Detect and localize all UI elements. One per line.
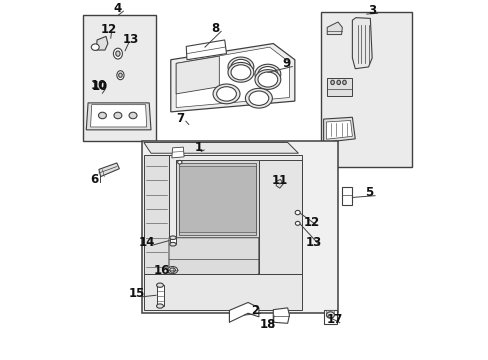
Polygon shape <box>170 44 294 112</box>
Text: 11: 11 <box>271 174 287 187</box>
Text: 17: 17 <box>325 313 342 326</box>
Polygon shape <box>326 310 334 315</box>
Polygon shape <box>142 141 337 313</box>
Ellipse shape <box>295 221 300 225</box>
Ellipse shape <box>167 266 177 274</box>
Polygon shape <box>86 103 151 130</box>
Ellipse shape <box>326 312 334 318</box>
Polygon shape <box>326 78 352 96</box>
Ellipse shape <box>245 88 272 108</box>
Polygon shape <box>143 143 298 153</box>
Polygon shape <box>157 285 163 306</box>
Polygon shape <box>276 180 283 188</box>
Ellipse shape <box>98 112 106 119</box>
Ellipse shape <box>169 242 176 246</box>
Ellipse shape <box>336 80 340 85</box>
Polygon shape <box>169 238 176 244</box>
Text: 4: 4 <box>114 2 122 15</box>
Ellipse shape <box>117 71 124 80</box>
Text: 5: 5 <box>365 186 373 199</box>
Bar <box>321 12 411 167</box>
Ellipse shape <box>113 48 122 59</box>
Polygon shape <box>323 310 337 324</box>
Polygon shape <box>171 147 183 158</box>
Text: 10: 10 <box>91 80 107 93</box>
Ellipse shape <box>91 44 99 50</box>
Polygon shape <box>169 155 302 274</box>
Polygon shape <box>273 308 289 323</box>
Ellipse shape <box>254 64 280 84</box>
Polygon shape <box>176 56 219 94</box>
Ellipse shape <box>258 72 277 87</box>
Ellipse shape <box>116 51 120 56</box>
Text: 16: 16 <box>153 264 170 276</box>
Ellipse shape <box>177 161 182 164</box>
Polygon shape <box>176 161 258 238</box>
Text: 12: 12 <box>303 216 319 229</box>
Ellipse shape <box>342 80 346 85</box>
Ellipse shape <box>330 80 334 85</box>
Text: 8: 8 <box>211 22 220 35</box>
Polygon shape <box>326 121 352 139</box>
Bar <box>82 15 156 141</box>
Polygon shape <box>352 18 371 69</box>
Polygon shape <box>323 117 354 143</box>
Ellipse shape <box>169 236 176 239</box>
Polygon shape <box>179 163 256 235</box>
Polygon shape <box>169 238 258 288</box>
Text: 6: 6 <box>90 173 98 186</box>
Polygon shape <box>143 274 302 310</box>
Text: 13: 13 <box>123 33 139 46</box>
Ellipse shape <box>129 112 137 119</box>
Ellipse shape <box>258 67 277 82</box>
Ellipse shape <box>227 57 253 77</box>
Text: 3: 3 <box>367 4 375 17</box>
Ellipse shape <box>114 112 122 119</box>
Polygon shape <box>90 105 146 127</box>
Ellipse shape <box>169 268 175 272</box>
Text: 10: 10 <box>91 80 107 93</box>
Ellipse shape <box>230 65 250 80</box>
Ellipse shape <box>216 87 236 101</box>
Text: 2: 2 <box>251 304 259 317</box>
Ellipse shape <box>156 304 163 308</box>
Ellipse shape <box>227 62 253 82</box>
Polygon shape <box>96 36 108 50</box>
Text: 7: 7 <box>176 112 184 125</box>
Ellipse shape <box>119 73 122 77</box>
Ellipse shape <box>213 84 240 104</box>
Text: 15: 15 <box>129 287 145 300</box>
Polygon shape <box>186 40 226 60</box>
Polygon shape <box>326 22 342 35</box>
Polygon shape <box>99 163 119 177</box>
Ellipse shape <box>248 91 268 105</box>
Polygon shape <box>143 155 169 274</box>
Text: 1: 1 <box>194 141 203 154</box>
Ellipse shape <box>230 59 250 75</box>
Text: 9: 9 <box>282 57 290 70</box>
Ellipse shape <box>295 210 300 215</box>
Text: 13: 13 <box>305 235 322 248</box>
Text: 12: 12 <box>100 23 117 36</box>
Polygon shape <box>229 302 258 322</box>
Polygon shape <box>179 166 256 232</box>
Ellipse shape <box>156 283 163 287</box>
Text: 18: 18 <box>259 318 276 331</box>
Polygon shape <box>258 161 302 274</box>
Polygon shape <box>341 187 352 204</box>
Text: 14: 14 <box>138 236 155 249</box>
Polygon shape <box>176 47 289 108</box>
Ellipse shape <box>254 69 280 89</box>
